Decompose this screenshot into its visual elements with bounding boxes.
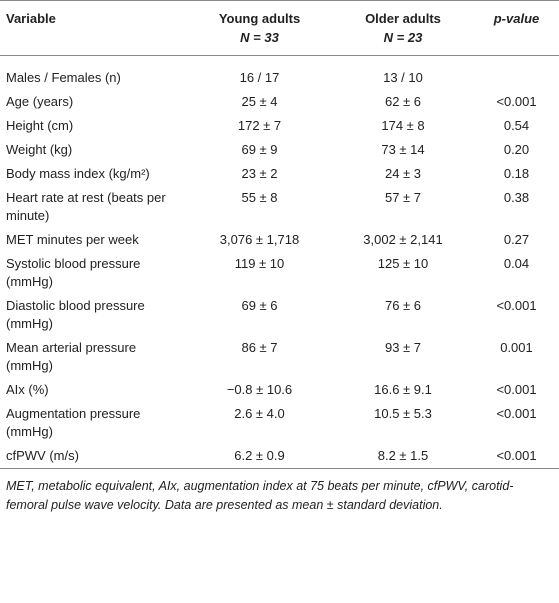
row-label: Age (years) [6, 94, 74, 109]
data-table: Variable Young adults N = 33 Older adults… [0, 0, 559, 469]
cell-value: 0.04 [503, 256, 530, 271]
cell-value: 8.2 ± 1.5 [377, 448, 429, 463]
cell-value: 69 ± 9 [241, 142, 278, 157]
cell-value: 2.6 ± 4.0 [234, 406, 285, 421]
header-text: p-value [493, 11, 540, 26]
header-n: N = 33 [240, 30, 279, 45]
cell-value: 62 ± 6 [384, 94, 422, 109]
table-row: Weight (kg) 69 ± 9 73 ± 14 0.20 [0, 138, 559, 162]
cell-value: 10.5 ± 5.3 [374, 406, 432, 421]
cell-value: <0.001 [496, 382, 537, 397]
cell-value: <0.001 [496, 94, 537, 109]
cell-value: 16 / 17 [239, 70, 280, 85]
header-text: Variable [6, 11, 56, 26]
cell-value [472, 56, 559, 91]
table-row: MET minutes per week 3,076 ± 1,718 3,002 ±… [0, 228, 559, 252]
table-row: Body mass index (kg/m²) 23 ± 2 24 ± 3 0.18 [0, 162, 559, 186]
row-label: Augmentation pressure (mmHg) [6, 406, 141, 439]
row-label: Mean arterial pressure (mmHg) [6, 340, 137, 373]
cell-value: 174 ± 8 [381, 118, 425, 133]
row-label: AIx (%) [6, 382, 49, 397]
cell-value: 55 ± 8 [241, 190, 278, 205]
table-row: Height (cm) 172 ± 7 174 ± 8 0.54 [0, 114, 559, 138]
cell-value: 0.20 [503, 142, 530, 157]
row-label: MET minutes per week [6, 232, 139, 247]
header-text: Young adults [218, 11, 301, 26]
row-label: Weight (kg) [6, 142, 73, 157]
cell-value: 0.27 [503, 232, 530, 247]
table-row: Age (years) 25 ± 4 62 ± 6 <0.001 [0, 90, 559, 114]
row-label: Heart rate at rest (beats per minute) [6, 190, 166, 223]
cell-value: 23 ± 2 [241, 166, 278, 181]
cell-value: −0.8 ± 10.6 [226, 382, 293, 397]
cell-value: 6.2 ± 0.9 [234, 448, 285, 463]
cell-value: 3,076 ± 1,718 [219, 232, 300, 247]
cell-value: 57 ± 7 [384, 190, 422, 205]
table-row: Augmentation pressure (mmHg) 2.6 ± 4.0 10.… [0, 402, 559, 444]
header-n: N = 23 [383, 30, 423, 45]
cell-value: 0.38 [503, 190, 530, 205]
cell-value: 24 ± 3 [384, 166, 422, 181]
cell-value: 73 ± 14 [381, 142, 425, 157]
cell-value: 172 ± 7 [237, 118, 282, 133]
table-row: Males / Females (n) 16 / 17 13 / 10 [0, 56, 559, 91]
cell-value: 0.18 [503, 166, 530, 181]
cell-value: 0.001 [500, 340, 533, 355]
cell-value: 69 ± 6 [241, 298, 278, 313]
cell-value: <0.001 [496, 298, 537, 313]
row-label: Height (cm) [6, 118, 74, 133]
row-label: cfPWV (m/s) [6, 448, 79, 463]
header-variable: Variable [0, 1, 185, 56]
header-older: Older adults N = 23 [332, 1, 472, 56]
row-label: Males / Females (n) [6, 70, 121, 85]
row-label: Diastolic blood pressure (mmHg) [6, 298, 145, 331]
header-p: p-value [472, 1, 559, 56]
cell-value: <0.001 [496, 406, 537, 421]
cell-value: 13 / 10 [383, 70, 423, 85]
table-row: cfPWV (m/s) 6.2 ± 0.9 8.2 ± 1.5 <0.001 [0, 444, 559, 469]
cell-value: 0.54 [503, 118, 530, 133]
header-young: Young adults N = 33 [185, 1, 332, 56]
table-row: Diastolic blood pressure (mmHg) 69 ± 6 76 … [0, 294, 559, 336]
cell-value: 3,002 ± 2,141 [363, 232, 443, 247]
table-row: Mean arterial pressure (mmHg) 86 ± 7 93 ± … [0, 336, 559, 378]
cell-value: <0.001 [496, 448, 537, 463]
cell-value: 76 ± 6 [384, 298, 422, 313]
row-label: Systolic blood pressure (mmHg) [6, 256, 141, 289]
cell-value: 119 ± 10 [234, 256, 285, 271]
table-row: Heart rate at rest (beats per minute) 55 … [0, 186, 559, 228]
table-header: Variable Young adults N = 33 Older adults… [0, 0, 559, 56]
cell-value: 25 ± 4 [241, 94, 278, 109]
table-row: AIx (%) −0.8 ± 10.6 16.6 ± 9.1 <0.001 [0, 378, 559, 402]
cell-value: 125 ± 10 [377, 256, 429, 271]
cell-value: 93 ± 7 [384, 340, 422, 355]
footnote: MET, metabolic equivalent, AIx, augmenta… [6, 479, 514, 512]
row-label: Body mass index (kg/m²) [6, 166, 150, 181]
cell-value: 16.6 ± 9.1 [374, 382, 432, 397]
table-row: Systolic blood pressure (mmHg) 119 ± 10 12… [0, 252, 559, 294]
table-body: Males / Females (n) 16 / 17 13 / 10 Age (ye… [0, 56, 559, 469]
cell-value: 86 ± 7 [241, 340, 278, 355]
header-text: Older adults [365, 11, 441, 26]
